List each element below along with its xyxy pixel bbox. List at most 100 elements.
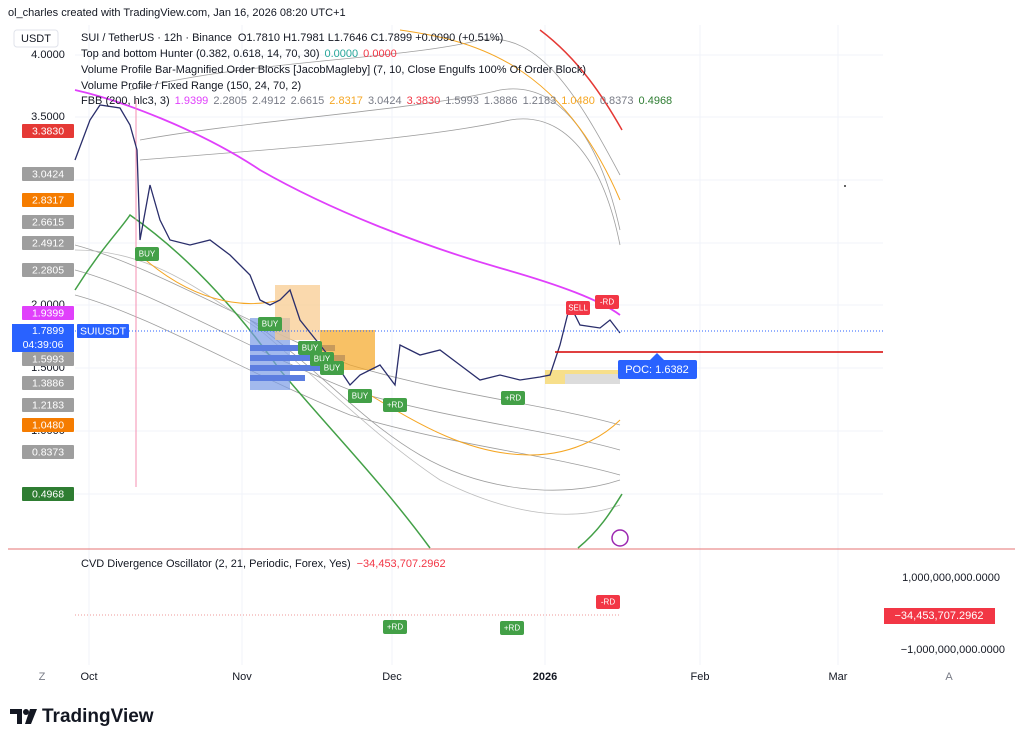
price-tag-label: 1.2183 [32, 399, 64, 411]
price-tag [22, 306, 74, 320]
fbb-value: 3.0424 [368, 95, 402, 107]
legend-fbb: FBB (200, hlc3, 3) 1.9399 2.2805 2.4912 2.66… [81, 95, 672, 107]
price-tag [22, 263, 74, 277]
brand: TradingView [42, 706, 154, 727]
band-green-right [577, 493, 623, 549]
ohlc: O1.7810 H1.7981 L1.7646 C1.7899 +0.0090 … [238, 32, 503, 44]
price-tag [22, 376, 74, 390]
oscillator-name: CVD Divergence Oscillator (2, 21, Period… [81, 558, 351, 570]
price-tag [22, 445, 74, 459]
signal [566, 301, 590, 315]
price-tag-label: 1.5993 [32, 353, 64, 365]
signal-label: BUY [324, 364, 341, 373]
osc-axis-label: −1,000,000,000.0000 [901, 644, 1005, 656]
signal [596, 595, 620, 609]
poc-arrow [650, 353, 664, 360]
current-tag [12, 324, 74, 352]
signal-label: BUY [139, 250, 156, 259]
credit: ol_charles created with TradingView.com,… [8, 7, 346, 19]
signal-label: SELL [568, 304, 588, 313]
osc-axis-label: 1,000,000,000.0000 [902, 572, 1000, 584]
fbb-value: 1.9399 [175, 95, 209, 107]
signal-label: +RD [387, 623, 403, 632]
signal [501, 391, 525, 405]
signal-label: -RD [600, 298, 614, 307]
signal-label: BUY [314, 355, 331, 364]
price-tag [22, 193, 74, 207]
band-upper [539, 29, 623, 131]
legend-fixed-range: Volume Profile / Fixed Range (150, 24, 7… [81, 80, 301, 92]
price-tag-label: 1.0480 [32, 419, 64, 431]
logo [10, 709, 37, 724]
signal [595, 295, 619, 309]
fbb-value: 1.3886 [484, 95, 518, 107]
price-tag [22, 124, 74, 138]
hunter-value: 0.0000 [325, 48, 359, 60]
hunter-name: Top and bottom Hunter (0.382, 0.618, 14,… [81, 48, 320, 60]
price-tag-label: 2.6615 [32, 216, 64, 228]
price-tag [77, 324, 129, 338]
currency-button[interactable] [13, 29, 59, 48]
legend-symbol: SUI / TetherUS · 12h · Binance O1.7810 H1… [81, 32, 503, 44]
time-label: Dec [382, 671, 402, 683]
fbb-value: 2.2805 [213, 95, 247, 107]
price-tag-label: 3.0424 [32, 168, 64, 180]
band-orange-low [369, 394, 621, 456]
oscillator-value: −34,453,707.2962 [357, 558, 446, 570]
signal-label: +RD [504, 624, 520, 633]
time-label: 2026 [533, 671, 557, 683]
poc-box [618, 360, 697, 379]
alert-icon[interactable] [611, 529, 629, 547]
fbb-value: 2.8317 [329, 95, 363, 107]
fbb-value: 1.0480 [561, 95, 595, 107]
fbb-value: 1.5993 [445, 95, 479, 107]
price-tag-label: 2.2805 [32, 264, 64, 276]
fbb-name: FBB (200, hlc3, 3) [81, 95, 170, 107]
price-tag-label: 3.3830 [32, 125, 64, 137]
signal [500, 621, 524, 635]
price-tag [22, 236, 74, 250]
price-level: 4.0000 [31, 49, 65, 61]
time-label: Feb [691, 671, 710, 683]
signal [383, 620, 407, 634]
currency[interactable]: USDT [21, 33, 51, 45]
signal-label: BUY [352, 392, 369, 401]
price-tag-label: 1.3886 [32, 377, 64, 389]
signal [258, 317, 282, 331]
signal-label: +RD [505, 394, 521, 403]
symbol: SUI / TetherUS · 12h · Binance [81, 32, 232, 44]
legend-hunter: Top and bottom Hunter (0.382, 0.618, 14,… [81, 48, 397, 60]
signal [135, 247, 159, 261]
price-tag-label: SUIUSDT [80, 325, 127, 337]
signal [383, 398, 407, 412]
time-label: Nov [232, 671, 252, 683]
zoom-button[interactable]: Z [39, 671, 46, 683]
bands [74, 38, 621, 515]
band-green [74, 213, 431, 549]
signal [320, 361, 344, 375]
band-orange [399, 29, 621, 201]
price-level: 3.5000 [31, 111, 65, 123]
price-tag [22, 352, 74, 366]
auto-button[interactable]: A [945, 671, 953, 683]
grid [75, 25, 883, 665]
signal-label: +RD [387, 401, 403, 410]
signal [298, 341, 322, 355]
signal-label: -RD [601, 598, 615, 607]
price-tag [22, 487, 74, 501]
signal-label: BUY [302, 344, 319, 353]
fbb-value: 2.6615 [291, 95, 325, 107]
time-label: Oct [80, 671, 97, 683]
fbb-value: 3.3830 [407, 95, 441, 107]
price-tag-label: 2.4912 [32, 237, 64, 249]
volume-profile [250, 285, 620, 390]
price-tag-label: 2.8317 [32, 194, 64, 206]
price-tag [22, 398, 74, 412]
osc-value-tag-label: −34,453,707.2962 [894, 610, 983, 622]
signal [348, 389, 372, 403]
price-tag-label: 1.9399 [32, 307, 64, 319]
hunter-value: 0.0000 [363, 48, 397, 60]
price-tag [22, 418, 74, 432]
